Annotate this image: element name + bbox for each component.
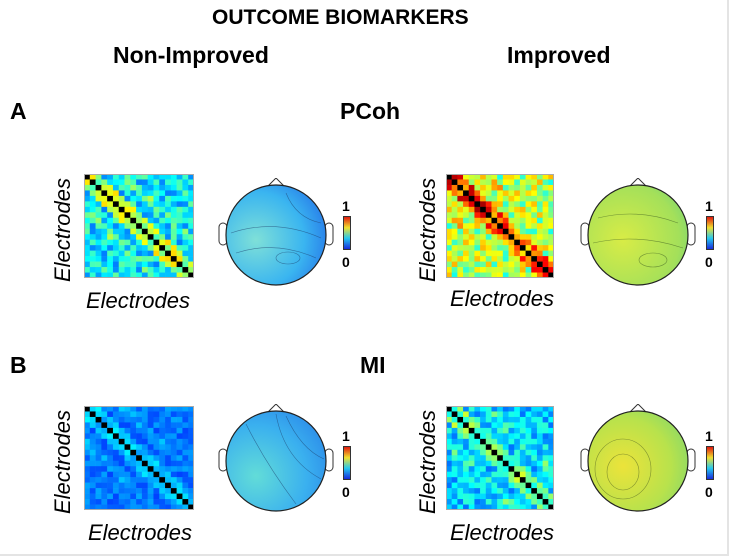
colorbar-min-a-improved: 0 xyxy=(705,254,713,270)
y-axis-label-b-improved: Electrodes xyxy=(415,410,440,514)
x-axis-label-a-improved: Electrodes xyxy=(450,286,554,311)
panel-label-a: A xyxy=(10,98,27,124)
colorbar-max-a-improved: 1 xyxy=(705,198,713,214)
colorbar-a-nonimproved xyxy=(343,216,351,250)
colorbar-max-a-nonimproved: 1 xyxy=(342,198,350,214)
head-topomap-pcoh-improved xyxy=(580,178,696,286)
figure-title: OUTCOME BIOMARKERS xyxy=(212,6,469,29)
colorbar-min-a-nonimproved: 0 xyxy=(342,254,350,270)
x-axis-label-b-nonimproved: Electrodes xyxy=(88,520,192,545)
panel-label-b: B xyxy=(10,352,27,378)
mi-connectivity-matrix-improved xyxy=(446,406,554,510)
metric-label-mi: MI xyxy=(360,352,386,378)
metric-label-pcoh: PCoh xyxy=(340,98,401,124)
colorbar-max-b-nonimproved: 1 xyxy=(342,428,350,444)
y-axis-label-b-nonimproved: Electrodes xyxy=(50,410,75,514)
x-axis-label-a-nonimproved: Electrodes xyxy=(86,288,190,313)
colorbar-a-improved xyxy=(706,216,714,250)
colorbar-b-nonimproved xyxy=(343,446,351,480)
pcoh-connectivity-matrix-nonimproved xyxy=(84,174,194,278)
colorbar-b-improved xyxy=(706,446,714,480)
colorbar-max-b-improved: 1 xyxy=(705,428,713,444)
head-topomap-pcoh-nonimproved xyxy=(218,178,334,286)
y-axis-label-a-improved: Electrodes xyxy=(415,178,440,282)
x-axis-label-b-improved: Electrodes xyxy=(450,520,554,545)
pcoh-connectivity-matrix-improved xyxy=(446,174,554,278)
y-axis-label-a-nonimproved: Electrodes xyxy=(50,178,75,282)
column-header-improved: Improved xyxy=(507,42,611,68)
column-header-non-improved: Non-Improved xyxy=(113,42,269,68)
head-topomap-mi-nonimproved xyxy=(218,404,334,512)
colorbar-min-b-improved: 0 xyxy=(705,484,713,500)
colorbar-min-b-nonimproved: 0 xyxy=(342,484,350,500)
mi-connectivity-matrix-nonimproved xyxy=(84,406,194,510)
head-topomap-mi-improved xyxy=(580,404,696,512)
